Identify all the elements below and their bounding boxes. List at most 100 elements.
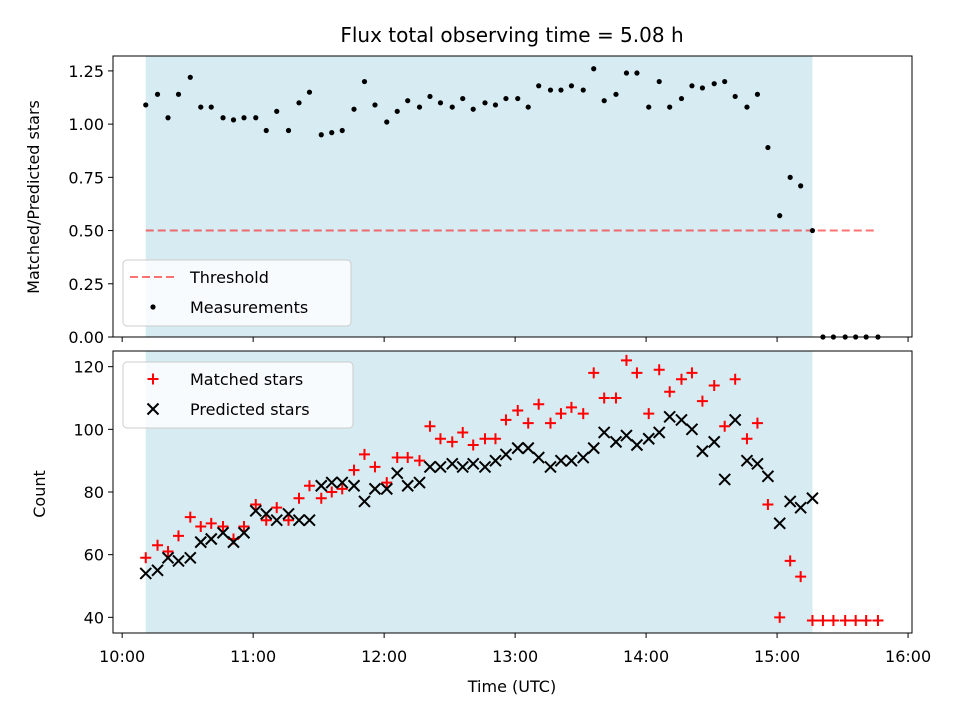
measurement-point (143, 102, 149, 108)
ratio-panel: 0.00 0.25 0.50 0.75 1.00 1.25 Flux total obse… (24, 23, 913, 347)
measurement-point (165, 115, 171, 121)
matched-star-point (283, 514, 295, 526)
measurement-point (613, 91, 619, 97)
predicted-star-point (205, 532, 218, 546)
matched-star-point (424, 420, 436, 432)
measurement-point (175, 91, 182, 97)
measurement-point (580, 87, 586, 93)
predicted-star-point (401, 479, 414, 492)
measurement-point (699, 85, 706, 91)
matched-star-point (565, 401, 577, 413)
matched-star-point (686, 367, 698, 379)
predicted-star-point (292, 513, 306, 527)
predicted-star-point (675, 413, 688, 427)
matched-star-point (205, 517, 217, 529)
predicted-star-point (773, 517, 786, 530)
count-y-axis-label: Count (30, 470, 49, 518)
predicted-star-point (794, 501, 807, 514)
matched-star-point (860, 614, 872, 626)
predicted-star-point (685, 423, 699, 436)
predicted-star-point (161, 551, 175, 565)
ratio-x-ticks (121, 337, 909, 342)
matched-star-point (533, 398, 545, 410)
predicted-star-point (315, 479, 328, 492)
predicted-star-point (577, 451, 590, 464)
measurement-point (449, 104, 455, 110)
predicted-star-point (303, 513, 316, 527)
predicted-star-point (282, 507, 295, 521)
matched-star-point (434, 433, 446, 445)
predicted-star-point (260, 507, 273, 521)
measurement-point (623, 70, 630, 76)
measurement-point (492, 102, 499, 108)
predicted-star-point (325, 476, 338, 489)
measurement-point (646, 104, 652, 110)
x-tick-label: 15:00 (754, 647, 800, 666)
matched-star-point (152, 539, 164, 551)
measurement-point (296, 100, 302, 106)
count-panel: 40 60 80 100 120 10:00 11:00 12:00 13:00 14:00 15… (30, 350, 931, 696)
matched-star-point (577, 408, 589, 420)
measurement-point (536, 83, 542, 89)
measurement-point (722, 78, 728, 85)
matched-star-point (414, 455, 426, 467)
matched-star-point (348, 464, 360, 476)
measurement-point (787, 174, 793, 180)
predicted-star-point (380, 482, 393, 496)
x-axis-label: Time (UTC) (467, 677, 556, 696)
matched-star-point (696, 395, 708, 407)
matched-star-point (751, 417, 763, 429)
matched-star-point (817, 614, 829, 626)
predicted-star-point (718, 473, 731, 486)
matched-star-point (358, 448, 370, 460)
y-tick-label: 1.00 (68, 115, 104, 134)
x-tick-label: 16:00 (885, 647, 931, 666)
measurement-point (656, 78, 662, 85)
matched-star-point (762, 499, 774, 511)
predicted-star-point (630, 438, 644, 452)
matched-star-point (708, 379, 720, 391)
predicted-star-point (522, 441, 535, 455)
y-tick-label: 0.25 (68, 275, 104, 294)
y-tick-label: 0.75 (68, 168, 104, 187)
measurement-point (754, 91, 761, 97)
matched-star-point (839, 614, 851, 626)
measurement-point (241, 115, 247, 121)
measurement-point (591, 66, 597, 72)
predicted-star-point (806, 492, 819, 505)
predicted-star-point (761, 470, 775, 483)
measurement-point (568, 83, 575, 89)
matched-star-point (500, 414, 512, 426)
x-tick-label: 11:00 (230, 647, 276, 666)
predicted-star-point (708, 435, 721, 449)
predicted-star-point (620, 429, 633, 442)
predicted-star-point (642, 432, 655, 445)
predicted-star-point (368, 482, 382, 496)
ratio-y-ticks: 0.00 0.25 0.50 0.75 1.00 1.25 (68, 62, 113, 347)
matched-star-point (172, 530, 184, 542)
y-tick-label: 0.00 (68, 328, 104, 347)
measurement-point (339, 127, 345, 134)
measurement-point (198, 104, 204, 110)
measurement-point (154, 91, 161, 97)
predicted-star-point (554, 454, 568, 467)
measurement-point (515, 95, 521, 102)
predicted-star-point (358, 495, 371, 508)
matched-star-point (479, 433, 491, 445)
matched-star-point (774, 611, 786, 623)
measurement-point (220, 115, 226, 121)
predicted-star-point (740, 454, 754, 467)
y-tick-label: 40 (84, 608, 104, 627)
measurement-point (678, 95, 685, 102)
matched-star-point (293, 492, 305, 504)
measurement-points (143, 66, 881, 340)
measurement-point (777, 213, 783, 219)
legend-measurement-swatch (150, 304, 156, 310)
count-points (139, 354, 884, 626)
measurement-point (689, 83, 695, 89)
legend-matched-label: Matched stars (190, 370, 303, 389)
matched-star-point (336, 483, 348, 495)
y-tick-label: 120 (73, 358, 104, 377)
x-tick-label: 14:00 (623, 647, 669, 666)
predicted-star-point (587, 441, 600, 455)
